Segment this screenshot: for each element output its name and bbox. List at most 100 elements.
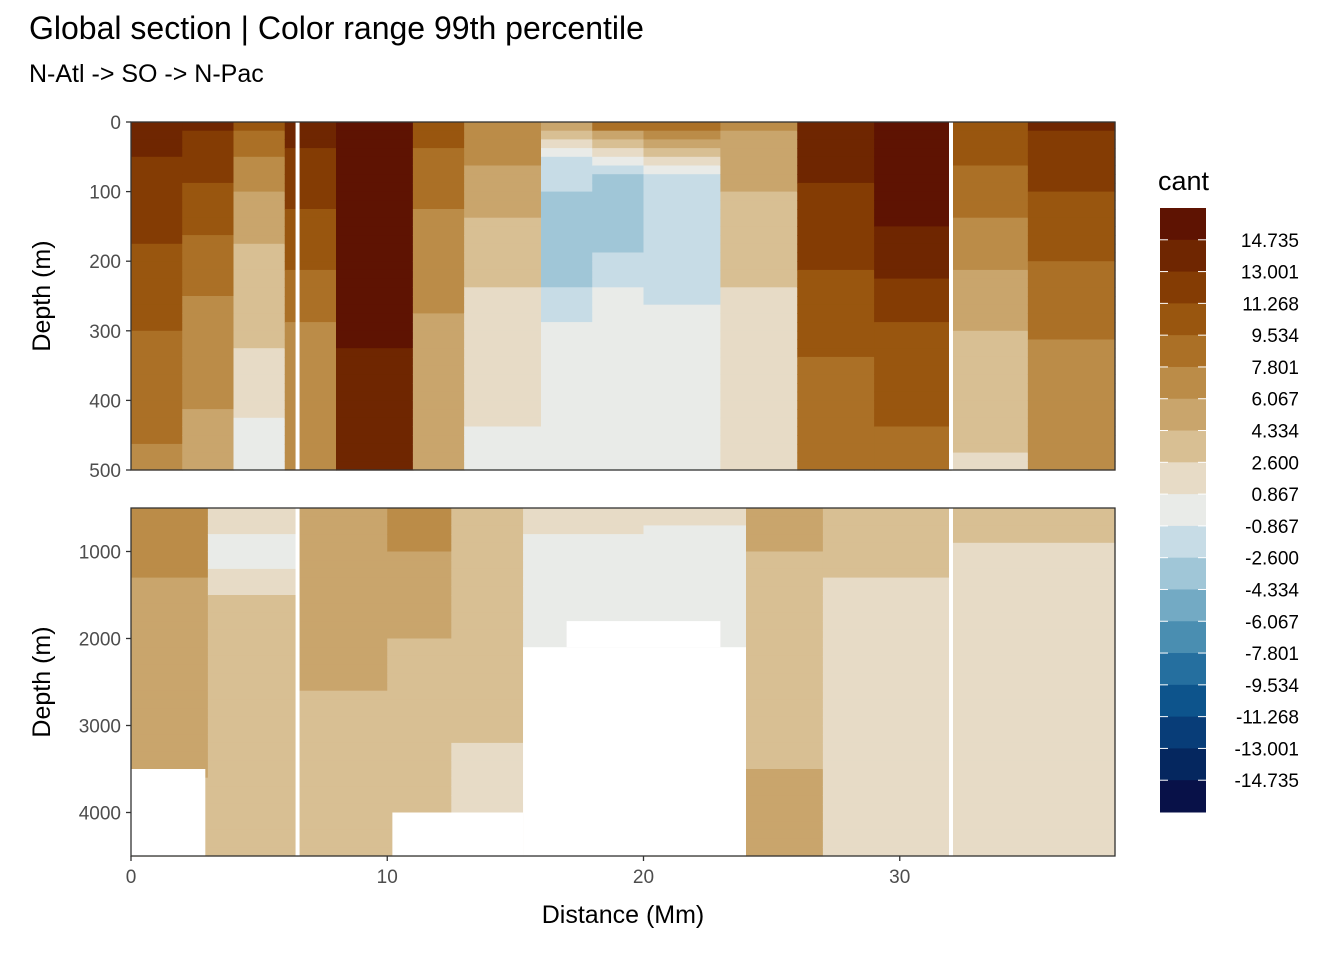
data-cell: [643, 391, 721, 401]
data-cell: [951, 330, 1029, 341]
data-cell: [387, 586, 452, 596]
data-cell: [284, 209, 337, 219]
data-cell: [131, 322, 183, 332]
data-cell: [874, 296, 952, 306]
data-cell: [131, 391, 183, 401]
data-cell: [822, 742, 952, 753]
data-cell: [797, 296, 875, 306]
data-cell: [822, 838, 952, 848]
data-cell: [720, 365, 798, 375]
data-cell: [284, 304, 337, 314]
data-cell: [1027, 130, 1116, 140]
data-cell: [131, 330, 183, 341]
data-cell: [207, 795, 299, 805]
legend-label: -4.334: [1245, 580, 1299, 601]
data-cell: [297, 742, 388, 753]
data-cell: [284, 365, 337, 375]
data-cell: [131, 655, 209, 666]
data-cell: [523, 568, 645, 579]
data-cell: [131, 542, 209, 553]
y-tick-label: 500: [89, 461, 121, 482]
data-cell: [297, 769, 388, 779]
y-tick-label: 3000: [79, 717, 121, 738]
data-cell: [746, 612, 824, 622]
data-cell: [182, 452, 235, 462]
data-cell: [874, 452, 952, 462]
data-cell: [541, 182, 593, 193]
data-cell: [746, 838, 824, 848]
data-cell: [182, 217, 235, 227]
data-cell: [643, 322, 721, 332]
data-cell: [720, 261, 798, 271]
data-cell: [182, 409, 235, 419]
data-cell: [797, 391, 875, 401]
data-cell: [297, 716, 388, 727]
data-cell: [720, 174, 798, 184]
data-cell: [822, 751, 952, 761]
data-cell: [182, 287, 235, 297]
data-cell: [182, 182, 235, 193]
data-cell: [592, 348, 645, 358]
data-cell: [284, 200, 337, 210]
data-cell: [541, 443, 593, 454]
data-column: [1027, 122, 1116, 471]
data-cell: [451, 699, 524, 709]
data-cell: [284, 409, 337, 419]
data-cell: [182, 365, 235, 375]
data-cell: [951, 226, 1029, 236]
data-cell: [643, 577, 747, 587]
data-cell: [720, 122, 798, 132]
data-cell: [874, 217, 952, 227]
data-cell: [1027, 400, 1116, 410]
data-cell: [233, 391, 286, 401]
data-cell: [797, 252, 875, 262]
data-cell: [182, 339, 235, 349]
data-cell: [643, 217, 721, 227]
data-cell: [336, 200, 414, 210]
data-cell: [822, 725, 952, 735]
data-cell: [541, 435, 593, 445]
data-cell: [746, 716, 824, 727]
data-cell: [797, 235, 875, 245]
legend-swatch: [1160, 494, 1206, 527]
data-cell: [233, 174, 286, 184]
data-cell: [131, 699, 209, 709]
data-cell: [182, 226, 235, 236]
data-cell: [720, 269, 798, 280]
data-cell: [131, 348, 183, 358]
data-cell: [464, 200, 542, 210]
data-cell: [336, 235, 414, 245]
data-cell: [451, 751, 524, 761]
data-cell: [336, 278, 414, 288]
data-cell: [874, 391, 952, 401]
data-cell: [541, 400, 593, 410]
data-cell: [336, 400, 414, 410]
data-cell: [336, 156, 414, 167]
data-cell: [643, 243, 721, 254]
legend-label: -13.001: [1235, 739, 1299, 760]
data-cell: [951, 716, 1116, 727]
data-cell: [541, 235, 593, 245]
data-cell: [233, 226, 286, 236]
data-cell: [797, 313, 875, 323]
data-cell: [822, 821, 952, 831]
y-tick-label: 1000: [79, 543, 121, 564]
data-cell: [592, 417, 645, 428]
data-cell: [207, 760, 299, 770]
data-cell: [451, 795, 524, 805]
data-cell: [207, 525, 299, 535]
data-cell: [951, 374, 1029, 384]
data-cell: [284, 435, 337, 445]
data-cell: [412, 443, 465, 454]
data-cell: [592, 409, 645, 419]
data-cell: [523, 595, 645, 605]
data-cell: [297, 516, 388, 526]
data-cell: [207, 725, 299, 735]
data-cell: [387, 577, 452, 587]
data-cell: [874, 174, 952, 184]
data-cell: [336, 148, 414, 158]
data-cell: [336, 409, 414, 419]
data-cell: [233, 148, 286, 158]
data-cell: [951, 122, 1029, 132]
data-cell: [387, 638, 452, 648]
